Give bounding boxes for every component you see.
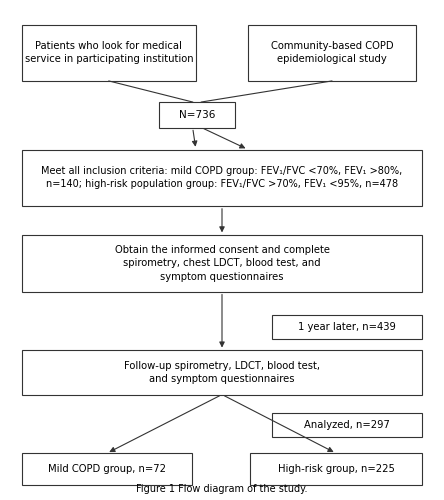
Text: N=736: N=736 bbox=[179, 110, 215, 120]
FancyBboxPatch shape bbox=[159, 102, 235, 128]
Text: 1 year later, n=439: 1 year later, n=439 bbox=[298, 322, 396, 332]
FancyBboxPatch shape bbox=[272, 412, 422, 437]
Text: High-risk group, n=225: High-risk group, n=225 bbox=[278, 464, 395, 474]
Text: Meet all inclusion criteria: mild COPD group: FEV₁/FVC <70%, FEV₁ >80%,
n=140; h: Meet all inclusion criteria: mild COPD g… bbox=[41, 166, 403, 190]
FancyBboxPatch shape bbox=[272, 314, 422, 339]
FancyBboxPatch shape bbox=[22, 150, 422, 206]
Text: Analyzed, n=297: Analyzed, n=297 bbox=[304, 420, 390, 430]
Text: Figure 1 Flow diagram of the study.: Figure 1 Flow diagram of the study. bbox=[136, 484, 308, 494]
FancyBboxPatch shape bbox=[22, 454, 191, 485]
Text: Obtain the informed consent and complete
spirometry, chest LDCT, blood test, and: Obtain the informed consent and complete… bbox=[115, 246, 329, 282]
FancyBboxPatch shape bbox=[22, 24, 196, 81]
FancyBboxPatch shape bbox=[22, 236, 422, 292]
Text: Mild COPD group, n=72: Mild COPD group, n=72 bbox=[48, 464, 166, 474]
Text: Patients who look for medical
service in participating institution: Patients who look for medical service in… bbox=[24, 41, 193, 64]
Text: Community-based COPD
epidemiological study: Community-based COPD epidemiological stu… bbox=[270, 41, 393, 64]
Text: Follow-up spirometry, LDCT, blood test,
and symptom questionnaires: Follow-up spirometry, LDCT, blood test, … bbox=[124, 361, 320, 384]
FancyBboxPatch shape bbox=[22, 350, 422, 395]
FancyBboxPatch shape bbox=[248, 24, 416, 81]
FancyBboxPatch shape bbox=[250, 454, 422, 485]
